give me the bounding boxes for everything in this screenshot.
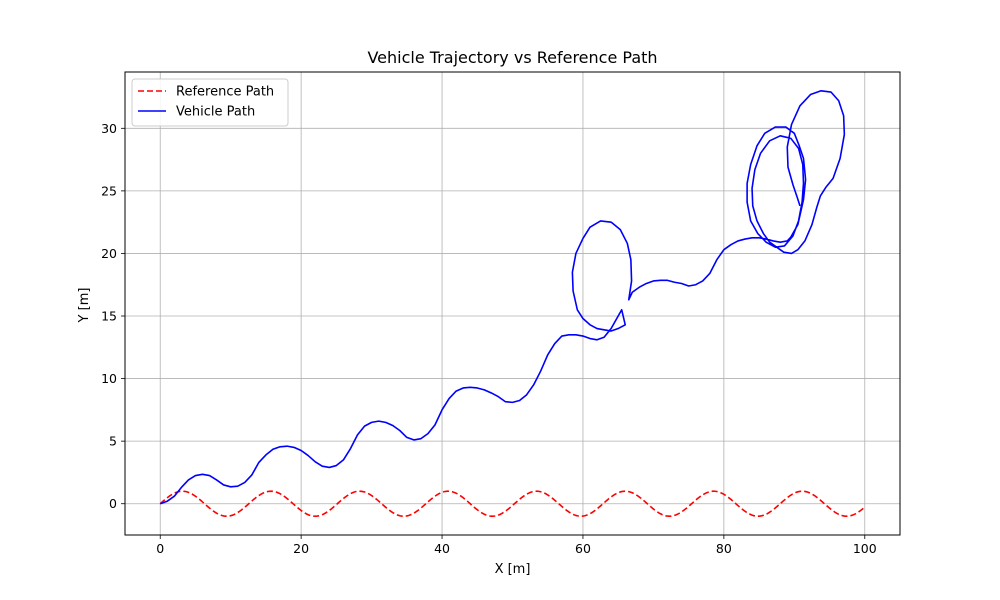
y-tick-label: 20 [101,246,117,261]
y-tick-label: 5 [109,434,117,449]
y-tick-label: 0 [109,496,117,511]
x-tick-label: 80 [716,541,732,556]
legend-box [131,78,289,127]
x-tick-label: 60 [575,541,591,556]
x-tick-label: 20 [293,541,309,556]
legend-label-reference: Reference Path [176,85,274,100]
series-reference-path [159,490,866,518]
x-axis-label: X [m] [495,562,531,577]
y-tick-label: 30 [101,121,117,136]
vehicle-path-line [159,89,846,505]
y-tick-label: 25 [101,183,117,198]
x-axis-ticks: 0 20 40 60 80 100 [156,535,877,556]
chart-title: Vehicle Trajectory vs Reference Path [367,48,657,67]
x-tick-label: 40 [434,541,450,556]
y-tick-label: 15 [101,309,117,324]
y-tick-label: 10 [101,371,117,386]
series-vehicle-path [159,89,846,505]
x-tick-label: 100 [853,541,877,556]
reference-path-line [159,490,866,518]
plot-area [124,71,901,536]
x-tick-label: 0 [156,541,164,556]
y-axis-label: Y [m] [77,288,92,324]
legend-label-vehicle: Vehicle Path [176,105,255,120]
y-axis-ticks: 0 5 10 15 20 25 30 [101,121,125,511]
legend: Reference Path Vehicle Path [131,78,289,127]
grid-lines [125,72,900,535]
